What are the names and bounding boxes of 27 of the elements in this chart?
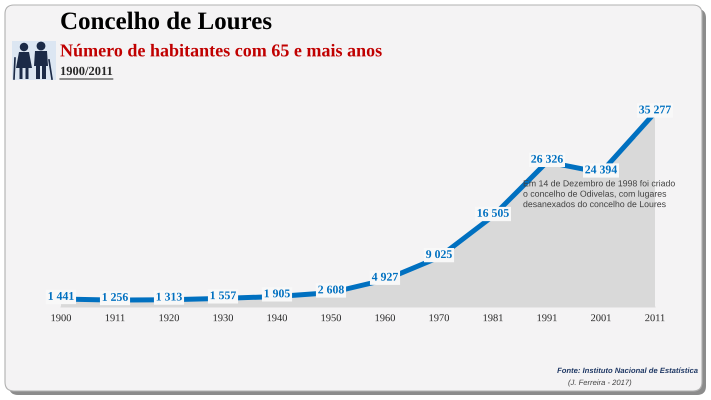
data-label: 1 313 bbox=[156, 292, 182, 301]
chart-subtitle: Número de habitantes com 65 e mais anos bbox=[60, 44, 382, 57]
data-label: 24 394 bbox=[585, 166, 618, 174]
data-label: 26 326 bbox=[531, 154, 563, 163]
data-label: 2 608 bbox=[318, 286, 344, 294]
data-label: 35 277 bbox=[639, 106, 671, 114]
data-label: 4 927 bbox=[372, 272, 398, 281]
x-tick-label: 2011 bbox=[645, 314, 665, 322]
x-tick-label: 1991 bbox=[538, 314, 557, 322]
x-tick-label: 2001 bbox=[591, 314, 611, 322]
x-tick-label: 1981 bbox=[484, 314, 503, 322]
x-tick-label: 1960 bbox=[376, 314, 396, 322]
x-tick-label: 1970 bbox=[430, 314, 450, 322]
x-tick-label: 1940 bbox=[268, 314, 288, 322]
data-label: 1 256 bbox=[102, 293, 128, 301]
x-tick-label: 1911 bbox=[106, 314, 125, 322]
data-label: 1 557 bbox=[210, 291, 236, 300]
x-tick-label: 1950 bbox=[322, 314, 342, 322]
x-tick-label: 1920 bbox=[160, 314, 180, 322]
x-tick-label: 1900 bbox=[52, 314, 72, 322]
text: 1900/2011 bbox=[61, 66, 112, 76]
data-label: 1 441 bbox=[48, 292, 74, 300]
chart-title: Concelho de Loures bbox=[61, 12, 272, 30]
x-tick-label: 1930 bbox=[214, 314, 234, 322]
data-label: 16 505 bbox=[478, 208, 509, 217]
data-label: 1 905 bbox=[264, 289, 290, 298]
data-label: 9 025 bbox=[426, 250, 452, 258]
